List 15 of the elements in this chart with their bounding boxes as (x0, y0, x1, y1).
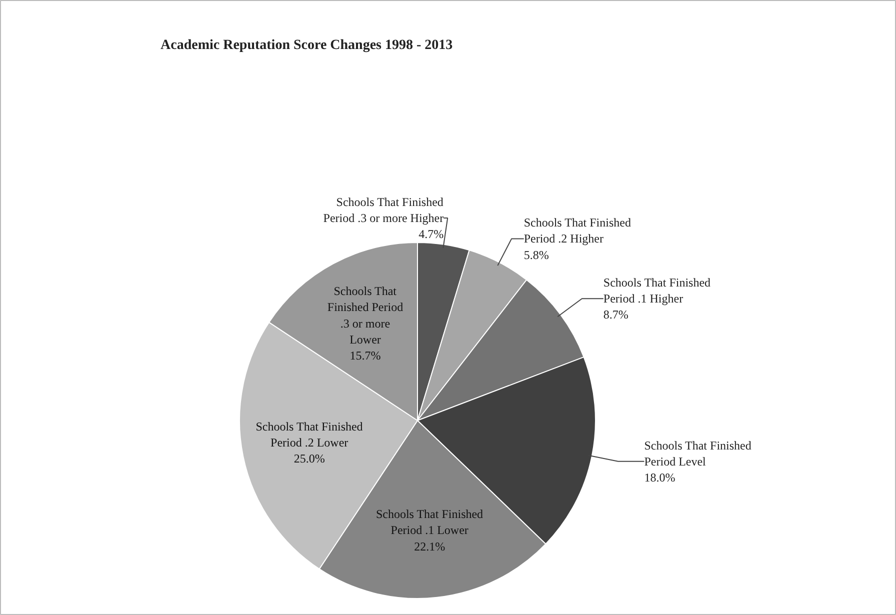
slice-label: Schools That Finished Period .1 Higher (603, 276, 711, 306)
data-label: 8.7% (603, 308, 628, 322)
data-label: 18.0% (644, 470, 676, 484)
slice-label: Schools That Finished Period .2 Higher (524, 216, 631, 246)
chart-title: Academic Reputation Score Changes 1998 - 2013 (160, 38, 453, 53)
data-label: 22.1% (414, 539, 446, 554)
slice-label: Schools That Finished Period .2 Lower (256, 419, 363, 450)
data-label: 4.7% (418, 227, 444, 242)
slice-label: Schools That Finished Period .3 or more Lower (327, 284, 404, 346)
slice-label: Schools That Finished Period Level (644, 438, 752, 468)
data-label: 5.8% (524, 248, 549, 262)
slice-label: Schools That Finished Period .1 Lower (376, 507, 484, 538)
data-label: 15.7% (350, 348, 381, 362)
slice-label: Schools That Finished Period .3 or more Higher (323, 194, 444, 226)
data-label: 25.0% (294, 452, 325, 466)
